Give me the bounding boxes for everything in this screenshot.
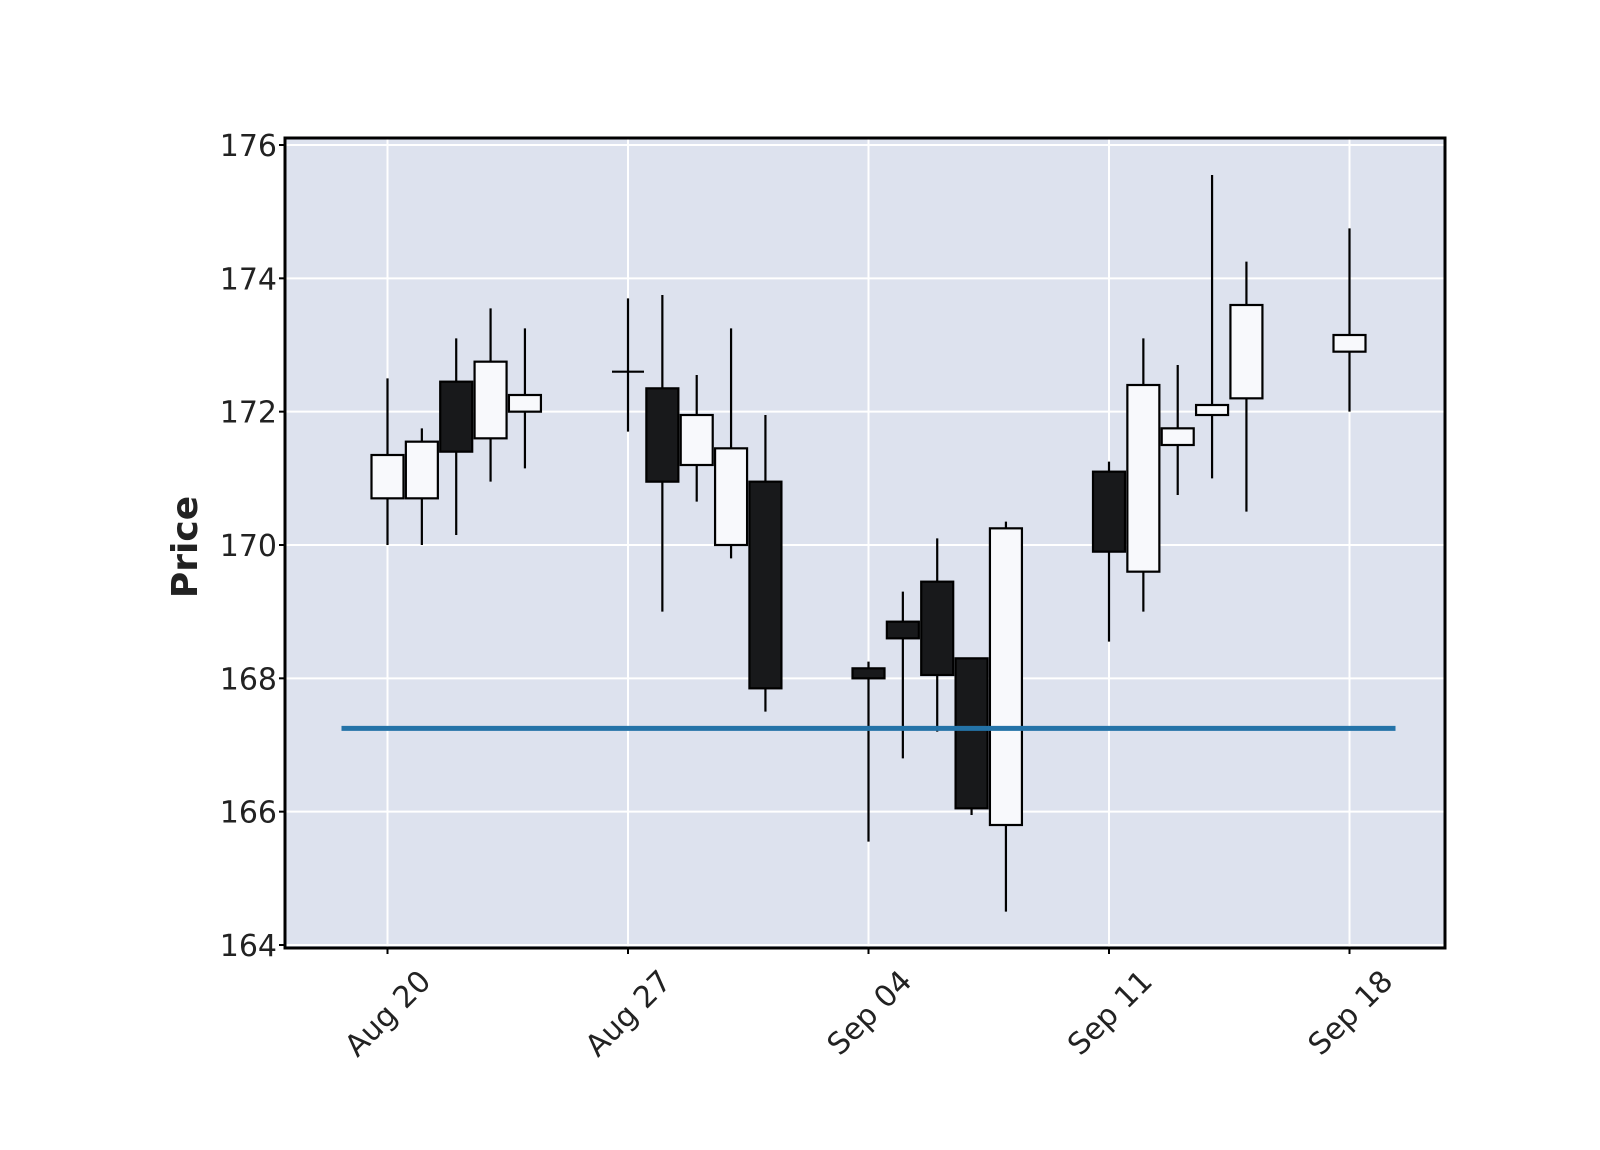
candle-body: [645, 387, 680, 483]
candle-body: [1332, 333, 1367, 353]
candle-body: [1091, 470, 1127, 553]
plot-area: [285, 138, 1445, 948]
candle-body: [885, 620, 920, 640]
plot-frame: [283, 136, 1447, 950]
candle-body: [920, 580, 955, 677]
candle-body: [473, 360, 508, 440]
y-tick-label: 174: [220, 262, 277, 297]
candle-body: [748, 480, 783, 690]
candle-body: [1229, 303, 1264, 400]
y-tick-label: 172: [220, 396, 277, 431]
x-tick-label: Sep 04: [821, 964, 919, 1062]
x-tick-label: Aug 27: [579, 964, 679, 1064]
candle-body: [507, 393, 543, 413]
candle-body: [988, 527, 1024, 827]
y-axis-ticks: 164 166 168 170 172 174 176: [220, 129, 285, 964]
y-tick-label: 166: [220, 796, 277, 831]
y-tick-label: 170: [220, 529, 277, 564]
candle-body: [1126, 383, 1161, 573]
x-tick-label: Sep 18: [1302, 964, 1400, 1062]
candle-bodies: [370, 303, 1367, 827]
y-tick-label: 168: [220, 662, 277, 697]
x-axis-ticks: Aug 20 Aug 27 Sep 04 Sep 11 Sep 18: [338, 948, 1400, 1064]
y-tick-label: 176: [220, 129, 277, 164]
candle-body: [370, 453, 405, 500]
y-axis-label: Price: [165, 496, 206, 598]
y-tick-label: 164: [220, 929, 277, 964]
candle-body: [404, 440, 439, 500]
candle-body: [713, 447, 749, 547]
candle-body: [439, 380, 474, 453]
candle-body: [851, 667, 886, 680]
x-tick-label: Sep 11: [1061, 964, 1159, 1062]
candle-body: [954, 657, 989, 810]
candle-body: [1160, 427, 1195, 447]
candle-body: [679, 413, 714, 467]
x-tick-label: Aug 20: [338, 964, 438, 1064]
candle-body: [1194, 403, 1230, 417]
